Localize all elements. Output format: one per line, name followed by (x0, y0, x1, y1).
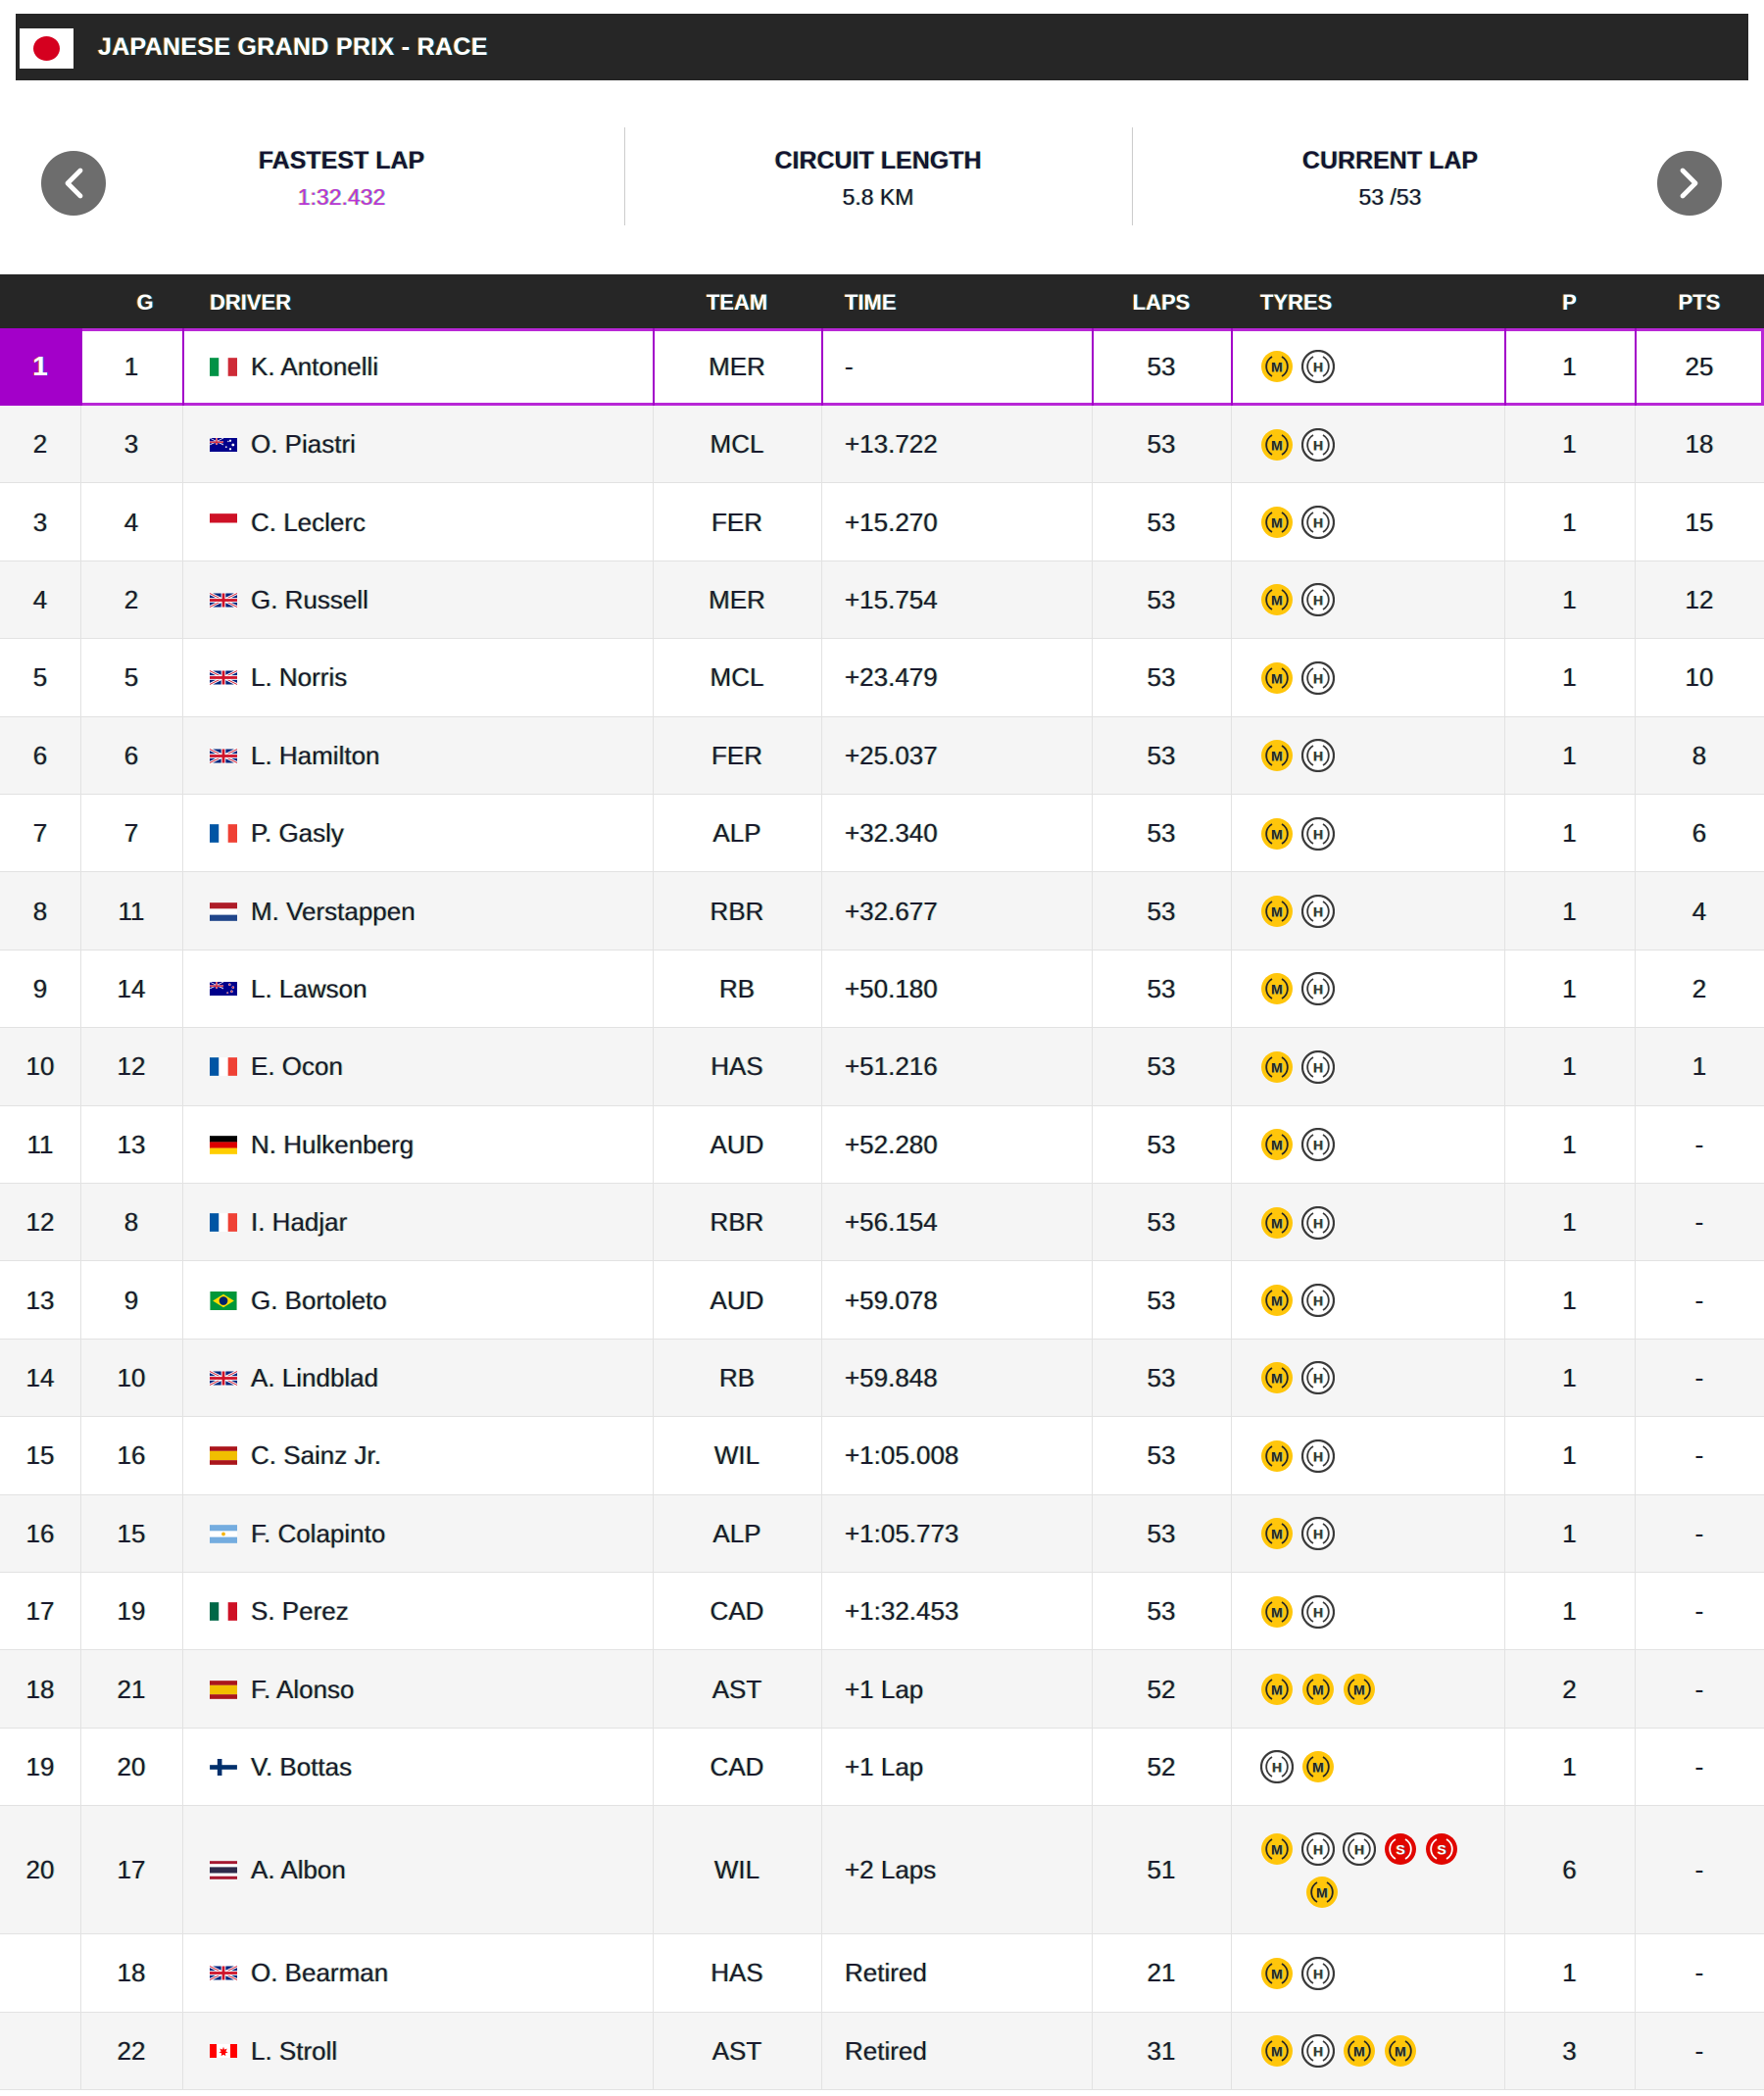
svg-text:H: H (1313, 1448, 1323, 1464)
svg-text:H: H (1313, 1604, 1323, 1620)
svg-text:M: M (1312, 1760, 1324, 1776)
svg-text:H: H (1313, 2044, 1323, 2060)
svg-text:M: M (1312, 1682, 1324, 1698)
svg-text:H: H (1313, 360, 1323, 375)
svg-text:M: M (1271, 982, 1283, 998)
svg-text:H: H (1313, 437, 1323, 453)
svg-text:M: M (1271, 1527, 1283, 1542)
svg-text:M: M (1395, 2044, 1406, 2060)
svg-text:M: M (1271, 826, 1283, 842)
svg-text:H: H (1313, 670, 1323, 686)
svg-text:H: H (1313, 749, 1323, 764)
svg-text:M: M (1271, 515, 1283, 531)
svg-text:M: M (1271, 2044, 1283, 2060)
svg-text:M: M (1353, 1682, 1365, 1698)
svg-text:M: M (1271, 1682, 1283, 1698)
svg-text:M: M (1271, 1059, 1283, 1075)
svg-text:H: H (1354, 1841, 1364, 1857)
svg-text:M: M (1271, 437, 1283, 453)
svg-text:S: S (1396, 1841, 1404, 1857)
svg-text:H: H (1313, 515, 1323, 531)
svg-text:H: H (1313, 1138, 1323, 1153)
svg-text:H: H (1313, 1966, 1323, 1981)
svg-text:H: H (1313, 1059, 1323, 1075)
svg-text:H: H (1313, 1293, 1323, 1309)
svg-text:M: M (1271, 1966, 1283, 1981)
svg-text:H: H (1313, 1527, 1323, 1542)
svg-text:M: M (1271, 904, 1283, 920)
svg-text:M: M (1271, 1138, 1283, 1153)
svg-text:M: M (1271, 1371, 1283, 1387)
svg-text:M: M (1271, 360, 1283, 375)
svg-text:M: M (1353, 2044, 1365, 2060)
svg-text:M: M (1271, 1215, 1283, 1231)
svg-text:H: H (1313, 1371, 1323, 1387)
svg-text:H: H (1313, 904, 1323, 920)
svg-text:M: M (1271, 1293, 1283, 1309)
svg-text:H: H (1313, 1215, 1323, 1231)
svg-text:M: M (1271, 749, 1283, 764)
svg-text:H: H (1272, 1760, 1282, 1776)
svg-text:S: S (1437, 1841, 1446, 1857)
svg-text:H: H (1313, 982, 1323, 998)
svg-text:M: M (1271, 670, 1283, 686)
svg-text:H: H (1313, 826, 1323, 842)
svg-text:M: M (1271, 1841, 1283, 1857)
svg-text:M: M (1271, 1604, 1283, 1620)
svg-text:H: H (1313, 593, 1323, 609)
svg-text:M: M (1271, 593, 1283, 609)
svg-text:M: M (1271, 1448, 1283, 1464)
svg-text:H: H (1313, 1841, 1323, 1857)
svg-text:M: M (1316, 1884, 1328, 1900)
